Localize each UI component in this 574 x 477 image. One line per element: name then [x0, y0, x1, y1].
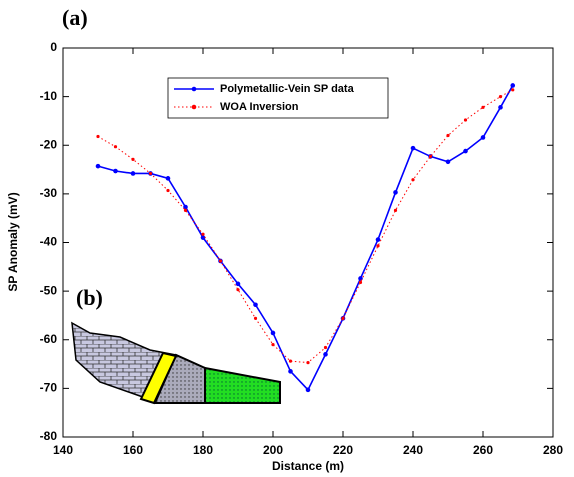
x-tick-label: 200: [263, 443, 283, 457]
data-point: [510, 83, 516, 88]
data-point: [410, 145, 416, 151]
series-line: [97, 89, 513, 364]
data-point: [236, 288, 240, 292]
y-tick-label: -40: [40, 235, 58, 249]
data-point: [428, 154, 433, 159]
data-point: [253, 302, 258, 308]
data-point: [446, 133, 450, 138]
data-point: [253, 316, 258, 320]
data-point: [498, 105, 503, 110]
y-tick-label: -30: [40, 186, 58, 200]
data-point: [183, 204, 188, 210]
x-tick-label: 180: [193, 443, 213, 457]
data-point: [288, 359, 293, 363]
y-tick-label: -80: [40, 429, 58, 443]
y-tick-label: -70: [40, 381, 58, 395]
x-tick-label: 220: [333, 443, 353, 457]
x-tick-label: 140: [53, 443, 73, 457]
data-point: [463, 148, 468, 154]
data-point: [341, 316, 345, 320]
y-axis-label: SP Anomaly (mV): [6, 192, 20, 291]
data-point: [270, 330, 276, 336]
data-point: [183, 208, 188, 213]
data-point: [445, 159, 451, 165]
y-tick-label: -20: [40, 137, 58, 151]
data-point: [305, 387, 311, 393]
panel-label: (a): [62, 5, 88, 30]
y-tick-label: -60: [40, 332, 58, 346]
x-tick-label: 280: [543, 443, 563, 457]
data-point: [481, 105, 485, 109]
data-point: [323, 345, 328, 350]
x-tick-label: 260: [473, 443, 493, 457]
data-point: [393, 208, 398, 213]
legend: [167, 77, 389, 119]
data-point: [463, 118, 468, 122]
data-point: [375, 237, 381, 242]
data-point: [218, 259, 223, 263]
legend-label: Polymetallic-Vein SP data: [220, 83, 355, 95]
data-point: [95, 163, 101, 169]
data-point: [165, 176, 171, 181]
y-tick-label: -50: [40, 283, 58, 297]
panel-label: (b): [76, 285, 103, 310]
data-point: [358, 280, 363, 284]
data-point: [498, 95, 503, 99]
data-point: [113, 168, 118, 174]
x-tick-label: 160: [123, 443, 143, 457]
data-point: [113, 145, 118, 149]
data-point: [306, 361, 310, 365]
geology-sketch: [71, 321, 281, 405]
data-point: [288, 369, 293, 374]
y-tick-label: -10: [40, 89, 58, 103]
data-point: [393, 190, 398, 195]
data-point: [148, 171, 153, 176]
data-point: [480, 135, 486, 140]
y-tick-label: 0: [50, 40, 57, 54]
data-point: [511, 88, 515, 92]
data-point: [166, 188, 170, 193]
data-point: [201, 232, 205, 236]
series-line: [97, 85, 514, 392]
data-point: [271, 343, 275, 347]
legend-marker: [191, 86, 197, 92]
data-point: [411, 178, 415, 182]
x-axis-label: Distance (m): [272, 459, 344, 473]
data-point: [130, 171, 136, 176]
data-point: [323, 352, 328, 357]
data-point: [96, 134, 100, 139]
legend-label: WOA Inversion: [220, 101, 299, 113]
data-point: [200, 235, 206, 240]
data-point: [235, 281, 241, 287]
legend-marker: [191, 104, 197, 110]
data-point: [376, 244, 380, 248]
x-tick-label: 240: [403, 443, 423, 457]
data-point: [131, 157, 135, 161]
